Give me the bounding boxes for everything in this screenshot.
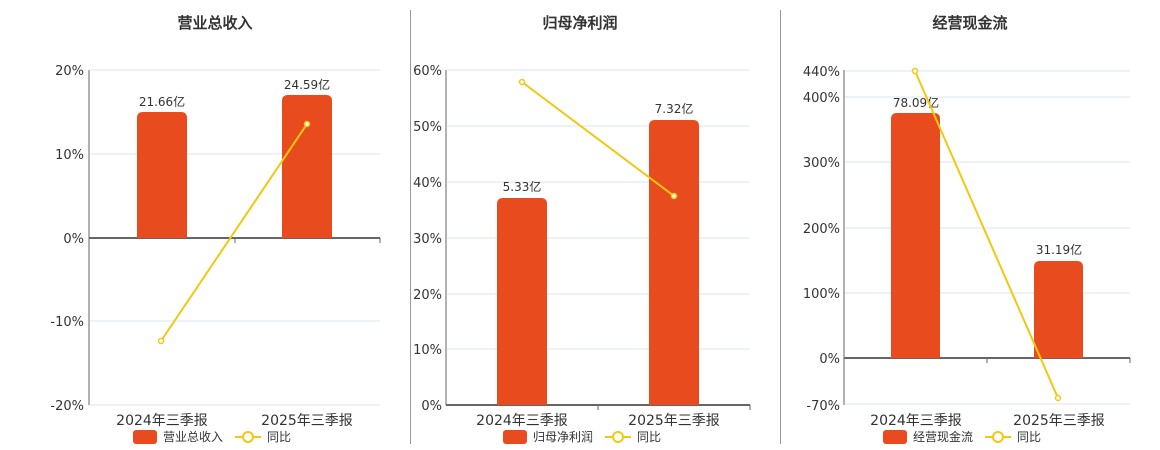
- legend-label[interactable]: 营业总收入: [163, 430, 224, 444]
- svg-text:0%: 0%: [819, 352, 840, 367]
- svg-text:300%: 300%: [803, 156, 840, 171]
- legend-label[interactable]: 归母净利润: [533, 430, 594, 444]
- svg-text:31.19亿: 31.19亿: [1036, 242, 1082, 257]
- chart-plot: 20% 10% 0% -10% -20% 21.66亿 24.59亿 2024年…: [50, 64, 381, 429]
- chart-plot: 60% 50% 40% 30% 20% 10% 0% 5.33亿 7.32亿 2…: [413, 64, 751, 429]
- svg-text:2025年三季报: 2025年三季报: [1013, 413, 1105, 429]
- bar-value-label: 21.66亿: [139, 94, 185, 109]
- y-tick: 0%: [63, 232, 84, 247]
- chart-title: 归母净利润: [542, 14, 618, 32]
- svg-text:10%: 10%: [413, 343, 442, 358]
- svg-text:100%: 100%: [803, 287, 840, 302]
- svg-text:60%: 60%: [413, 64, 442, 79]
- svg-text:-70%: -70%: [806, 399, 840, 414]
- panel-divider: [410, 10, 411, 444]
- legend-line-swatch: [235, 430, 262, 444]
- svg-text:400%: 400%: [803, 91, 840, 106]
- legend-label[interactable]: 同比: [1017, 430, 1042, 444]
- legend: 经营现金流 同比: [883, 428, 1041, 445]
- legend-bar-swatch: [133, 429, 157, 444]
- grid-lines: [90, 69, 380, 406]
- svg-text:440%: 440%: [803, 65, 840, 80]
- svg-text:200%: 200%: [803, 222, 840, 237]
- chart-panel-revenue: 营业总收入 20% 10% 0% -10% -20% 21.66亿 24.59亿: [0, 0, 410, 450]
- yoy-line: [160, 123, 308, 342]
- svg-text:0%: 0%: [421, 399, 442, 414]
- y-tick: -10%: [50, 315, 84, 330]
- svg-text:2025年三季报: 2025年三季报: [628, 413, 720, 429]
- x-tick: 2024年三季报: [116, 413, 208, 429]
- svg-text:20%: 20%: [413, 288, 442, 303]
- chart-title: 经营现金流: [932, 14, 1008, 32]
- x-tick: 2025年三季报: [261, 413, 353, 429]
- legend: 归母净利润 同比: [503, 428, 661, 445]
- legend-label[interactable]: 同比: [637, 430, 662, 444]
- svg-text:7.32亿: 7.32亿: [655, 101, 694, 116]
- svg-text:2024年三季报: 2024年三季报: [476, 413, 568, 429]
- chart-panel-net-profit: 归母净利润 60% 50% 40% 30% 20% 10% 0% 5.33亿 7…: [413, 14, 751, 445]
- legend-label[interactable]: 经营现金流: [913, 430, 974, 444]
- bar-2025: [282, 95, 332, 238]
- legend-label[interactable]: 同比: [267, 430, 292, 444]
- svg-text:30%: 30%: [413, 232, 442, 247]
- bar-2024: [891, 113, 940, 358]
- chart-title: 营业总收入: [177, 14, 253, 32]
- bar-2024: [137, 112, 187, 238]
- bar-2024: [497, 198, 547, 405]
- y-tick: 20%: [55, 64, 84, 79]
- svg-text:2024年三季报: 2024年三季报: [870, 413, 962, 429]
- bar-value-label: 24.59亿: [284, 77, 330, 92]
- svg-text:78.09亿: 78.09亿: [893, 95, 939, 110]
- legend: 营业总收入 同比: [133, 428, 291, 445]
- y-tick: -20%: [50, 399, 84, 414]
- bar-2025: [1034, 261, 1083, 358]
- panel-divider: [780, 10, 781, 444]
- y-tick: 10%: [55, 148, 84, 163]
- svg-text:5.33亿: 5.33亿: [503, 179, 542, 194]
- bar-2025: [649, 120, 699, 405]
- svg-text:50%: 50%: [413, 120, 442, 135]
- svg-text:40%: 40%: [413, 176, 442, 191]
